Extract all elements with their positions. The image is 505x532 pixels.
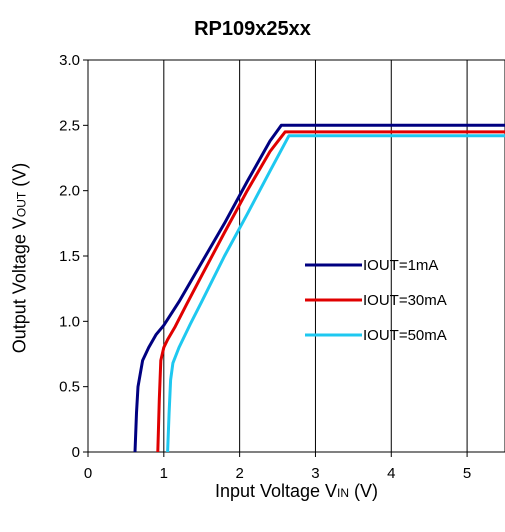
y-tick-label: 0.5 [59, 379, 80, 396]
x-axis-label: Input Voltage VIN (V) [214, 481, 379, 501]
y-axis-label: Output Voltage VOUT (V) [9, 162, 30, 354]
x-tick-label: 5 [463, 465, 471, 482]
x-tick-label: 0 [84, 465, 92, 482]
y-tick-label: 0 [72, 444, 80, 461]
series-line-3 [166, 134, 505, 453]
legend-label: IOUT=1mA [363, 257, 438, 274]
series-line-1 [133, 123, 505, 453]
grid-lines [163, 60, 468, 452]
x-tick-label: 2 [235, 465, 243, 482]
series-line-2 [156, 130, 505, 453]
legend-label: IOUT=50mA [363, 327, 447, 344]
axis-ticks: 0 0.5 1.0 1.5 2.0 2.5 3.0 0 1 2 3 4 5 [59, 52, 471, 482]
y-tick-label: 1.0 [59, 313, 80, 330]
y-tick-label: 2.5 [59, 117, 80, 134]
series-lines [133, 123, 505, 453]
y-tick-label: 3.0 [59, 52, 80, 69]
legend: IOUT=1mA IOUT=30mA IOUT=50mA [305, 257, 447, 344]
plot-frame [87, 59, 505, 453]
y-tick-label: 2.0 [59, 183, 80, 200]
y-tick-label: 1.5 [59, 248, 80, 265]
x-tick-label: 1 [160, 465, 168, 482]
x-tick-label: 4 [387, 465, 395, 482]
x-tick-label: 3 [311, 465, 319, 482]
chart-title: RP109x25xx [194, 18, 311, 40]
legend-label: IOUT=30mA [363, 292, 447, 309]
